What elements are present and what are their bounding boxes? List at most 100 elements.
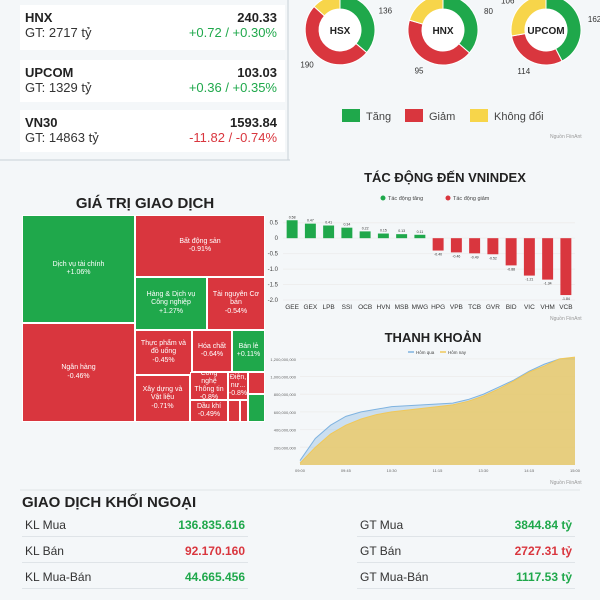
index-card: UPCOM 103.03 GT: 1329 tỷ +0.36 / +0.35%	[20, 60, 285, 102]
index-card: VN30 1593.84 GT: 14863 tỷ -11.82 / -0.74%	[20, 110, 285, 152]
x-tick-label: OCB	[358, 304, 372, 311]
cell-change: -0.46%	[67, 372, 90, 380]
legend-swatch	[380, 195, 386, 201]
foreign-row: KL Mua-Bán 44.665.456	[22, 565, 248, 589]
cell-change: -0.71%	[151, 402, 174, 410]
cell-name: Dịch vụ tài chính	[52, 260, 105, 268]
donut-title: HSX	[330, 26, 351, 37]
chart-title: TÁC ĐỘNG ĐẾN VNINDEX	[364, 170, 526, 185]
index-change: +0.72 / +0.30%	[188, 25, 277, 40]
x-tick-label: 15:00	[570, 468, 581, 473]
area	[300, 357, 575, 465]
y-tick-label: 0.5	[270, 221, 279, 227]
x-tick-label: MWG	[412, 304, 429, 311]
x-tick-label: 13:30	[478, 468, 489, 473]
foreign-row: GT Mua 3844.84 tỷ	[357, 513, 575, 537]
treemap-cell: Thực phẩm và đồ uống -0.45%	[135, 330, 192, 375]
legend-label: Tác động tăng	[388, 196, 423, 202]
donut-label: 80	[484, 7, 493, 16]
bar-label: -0.52	[489, 256, 497, 260]
cell-change: -0.54%	[224, 307, 248, 315]
cell-change: -0.8%	[199, 394, 219, 400]
treemap-cell: Công nghệ Thông tin -0.8%	[190, 372, 228, 400]
donut-label: 95	[415, 66, 424, 75]
donut-label: 106	[501, 0, 515, 5]
legend-label: Hôm qua	[416, 350, 435, 355]
y-tick-label: 600,000,000	[274, 410, 297, 415]
bar	[414, 234, 426, 239]
cell-change: -0.49%	[197, 411, 221, 418]
cell-change: +1.06%	[66, 269, 91, 276]
y-tick-label: 1,200,000,000	[270, 357, 296, 362]
treemap-cell: Tài nguyên Cơ bản -0.54%	[207, 277, 265, 330]
index-card: HNX 240.33 GT: 2717 tỷ +0.72 / +0.30%	[20, 5, 285, 50]
cell-name: Hàng & Dịch vụ Công nghiệp	[146, 291, 196, 307]
x-tick-label: GVR	[486, 304, 500, 311]
bar-label: 0.41	[325, 221, 332, 225]
bar-label: -0.40	[434, 253, 442, 257]
row-label: GT Mua-Bán	[360, 570, 429, 584]
bar	[432, 238, 444, 251]
x-tick-label: VHM	[540, 304, 554, 311]
bar	[560, 238, 572, 296]
index-volume: GT: 2717 tỷ	[25, 25, 92, 40]
cell-name: Thực phẩm và đồ uống	[140, 340, 187, 356]
treemap-cell: Hàng & Dịch vụ Công nghiệp +1.27%	[135, 277, 207, 330]
x-tick-label: HPG	[431, 304, 445, 311]
x-tick-label: 09:00	[295, 468, 306, 473]
index-change: +0.36 / +0.35%	[188, 80, 277, 95]
source: Nguồn FiinAnt	[550, 134, 582, 140]
foreign-title: GIAO DỊCH KHỐI NGOẠI	[22, 494, 197, 511]
line	[299, 356, 576, 464]
cell-name: Xây dựng và Vật liệu	[142, 386, 183, 402]
cell-name: Dầu khí	[196, 402, 222, 410]
bar	[469, 238, 481, 254]
cell-name: Ngân hàng	[61, 364, 96, 372]
bar-label: 0.22	[362, 226, 369, 230]
foreign-row: KL Mua 136.835.616	[22, 513, 248, 537]
y-tick-label: 800,000,000	[274, 392, 297, 397]
donut-title: UPCOM	[527, 26, 564, 37]
x-tick-label: MSB	[395, 304, 409, 311]
donut-label: 136	[379, 7, 393, 16]
treemap-cell: Dầu khí -0.49%	[190, 400, 228, 422]
index-name: VN30	[25, 115, 58, 130]
donut-label: 190	[300, 61, 314, 70]
legend-label: Hôm nay	[448, 350, 467, 355]
row-value: 1117.53 tỷ	[515, 570, 572, 584]
cell-change: +0.11%	[236, 351, 261, 358]
cell-name: Tài nguyên Cơ bản	[212, 291, 260, 307]
legend-swatch	[342, 109, 360, 122]
index-value: 240.33	[237, 10, 277, 25]
index-change: -11.82 / -0.74%	[189, 130, 277, 145]
bar-label: -1.34	[544, 282, 552, 286]
bar	[323, 225, 335, 239]
cell-name: Bất động sản	[179, 237, 221, 245]
bar	[377, 233, 389, 239]
row-label: KL Bán	[25, 544, 64, 558]
cell-change: -0.45%	[152, 356, 175, 364]
bar-label: 0.58	[289, 215, 296, 219]
donut-hole	[319, 9, 361, 51]
bar	[304, 223, 316, 239]
row-label: GT Bán	[360, 544, 402, 558]
x-tick-label: SSI	[342, 304, 353, 311]
index-value: 103.03	[237, 65, 277, 80]
row-label: KL Mua-Bán	[25, 570, 92, 584]
bar	[341, 227, 353, 239]
legend-swatch	[445, 195, 451, 201]
bar-label: -0.46	[452, 254, 460, 258]
x-tick-label: BID	[506, 304, 517, 311]
legend-label: Không đổi	[494, 111, 544, 123]
bar-label: -0.49	[471, 255, 479, 259]
x-tick-label: 14:15	[524, 468, 535, 473]
treemap-cell	[248, 394, 265, 422]
treemap-cell: Hóa chất -0.64%	[192, 330, 232, 372]
y-tick-label: -0.5	[268, 252, 279, 258]
y-tick-label: -1.0	[268, 267, 279, 273]
treemap-cell: Xây dựng và Vật liệu -0.71%	[135, 375, 190, 422]
donut-hole	[422, 9, 464, 51]
line	[299, 358, 575, 461]
